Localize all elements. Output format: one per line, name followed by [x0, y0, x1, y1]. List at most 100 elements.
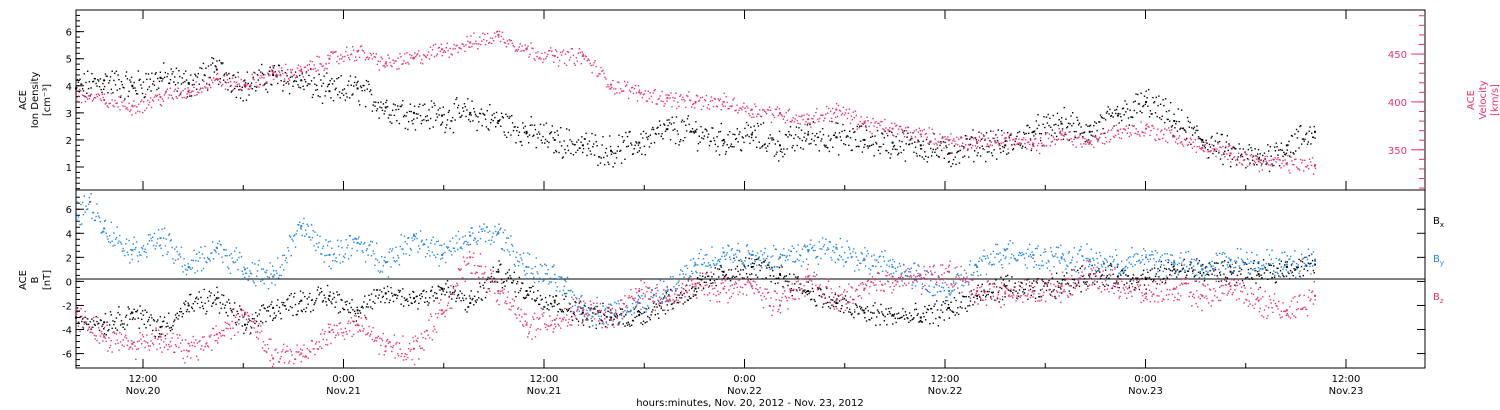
density-point [412, 111, 415, 114]
density-sample [215, 66, 217, 68]
density-sample [624, 158, 626, 161]
bx-sample [833, 301, 836, 303]
density-sample [419, 114, 422, 117]
density-sample [146, 88, 149, 91]
bx-sample [397, 294, 399, 297]
density-sample [484, 114, 486, 116]
density-sample [1251, 159, 1254, 162]
velocity-point [807, 118, 810, 121]
velocity-sample [717, 98, 720, 100]
bx-sample [987, 293, 989, 296]
density-sample [502, 117, 505, 119]
bx-sample [190, 293, 192, 296]
bx-sample [857, 313, 859, 315]
density-sample [558, 151, 560, 154]
velocity-sample [667, 94, 669, 96]
velocity-sample [454, 47, 456, 50]
density-sample [1194, 132, 1196, 134]
bx-sample [653, 306, 656, 308]
density-sample [884, 130, 886, 133]
velocity-sample [771, 113, 774, 115]
density-sample [588, 140, 591, 142]
velocity-sample [291, 69, 294, 71]
density-sample [273, 65, 276, 67]
bx-point [103, 321, 106, 324]
velocity-sample [355, 59, 358, 61]
density-sample [619, 150, 621, 152]
density-sample [1305, 133, 1307, 136]
bx-sample [1131, 277, 1134, 279]
bx-sample [761, 262, 763, 264]
bx-sample [960, 301, 962, 303]
density-sample [1264, 158, 1266, 160]
bx-sample [107, 330, 109, 332]
bx-sample [354, 312, 357, 315]
density-sample [918, 140, 920, 143]
by-sample [217, 242, 219, 245]
velocity-sample [1070, 138, 1072, 140]
by-sample [456, 242, 458, 244]
bx-sample [1255, 282, 1257, 284]
density-sample [669, 122, 671, 124]
velocity-sample [163, 94, 166, 96]
velocity-sample [206, 83, 208, 85]
bx-sample [274, 317, 276, 319]
bx-sample [167, 325, 169, 327]
bx-sample [1196, 258, 1198, 260]
by-sample [176, 250, 178, 253]
velocity-point [103, 99, 106, 101]
by-sample [130, 249, 132, 251]
velocity-sample [244, 86, 246, 89]
velocity-sample [105, 102, 107, 104]
by-sample [348, 258, 350, 260]
bx-sample [86, 323, 88, 326]
density-sample [754, 129, 756, 132]
bx-sample [1197, 271, 1200, 274]
density-sample [1235, 148, 1237, 150]
bx-sample [894, 317, 896, 320]
velocity-sample [263, 77, 265, 79]
by-point [1032, 253, 1035, 256]
density-point [807, 133, 810, 136]
density-sample [975, 139, 978, 141]
by-sample [244, 272, 247, 274]
bx-sample [400, 303, 402, 305]
by-sample [349, 234, 352, 237]
density-sample [295, 80, 298, 83]
bx-sample [779, 274, 782, 277]
density-sample [988, 151, 990, 153]
bx-sample [810, 298, 813, 300]
bx-sample [446, 291, 448, 293]
by-point [1060, 256, 1063, 259]
bx-sample [315, 297, 318, 300]
bx-sample [1012, 292, 1014, 294]
velocity-sample [447, 49, 449, 52]
density-sample [219, 77, 222, 80]
density-point [863, 138, 866, 141]
bx-sample [451, 292, 454, 294]
bx-sample [1172, 266, 1174, 268]
velocity-sample [1254, 162, 1257, 164]
velocity-sample [440, 43, 443, 45]
density-sample [208, 83, 211, 86]
velocity-sample [1182, 145, 1185, 147]
bx-sample [336, 291, 338, 293]
density-sample [1170, 126, 1173, 128]
bx-sample [992, 291, 994, 294]
density-sample [736, 128, 739, 130]
density-sample [214, 65, 216, 67]
density-sample [824, 146, 826, 148]
velocity-sample [231, 77, 234, 79]
by-sample [185, 273, 188, 276]
by-sample [223, 249, 226, 251]
density-sample [1297, 130, 1299, 133]
density-point [1116, 114, 1119, 117]
bx-sample [657, 313, 659, 315]
velocity-sample [1168, 127, 1170, 129]
by-sample [288, 235, 291, 237]
velocity-sample [1299, 169, 1301, 171]
density-sample [463, 103, 466, 105]
density-sample [1305, 132, 1308, 134]
bx-sample [755, 274, 757, 276]
bx-sample [451, 298, 453, 300]
